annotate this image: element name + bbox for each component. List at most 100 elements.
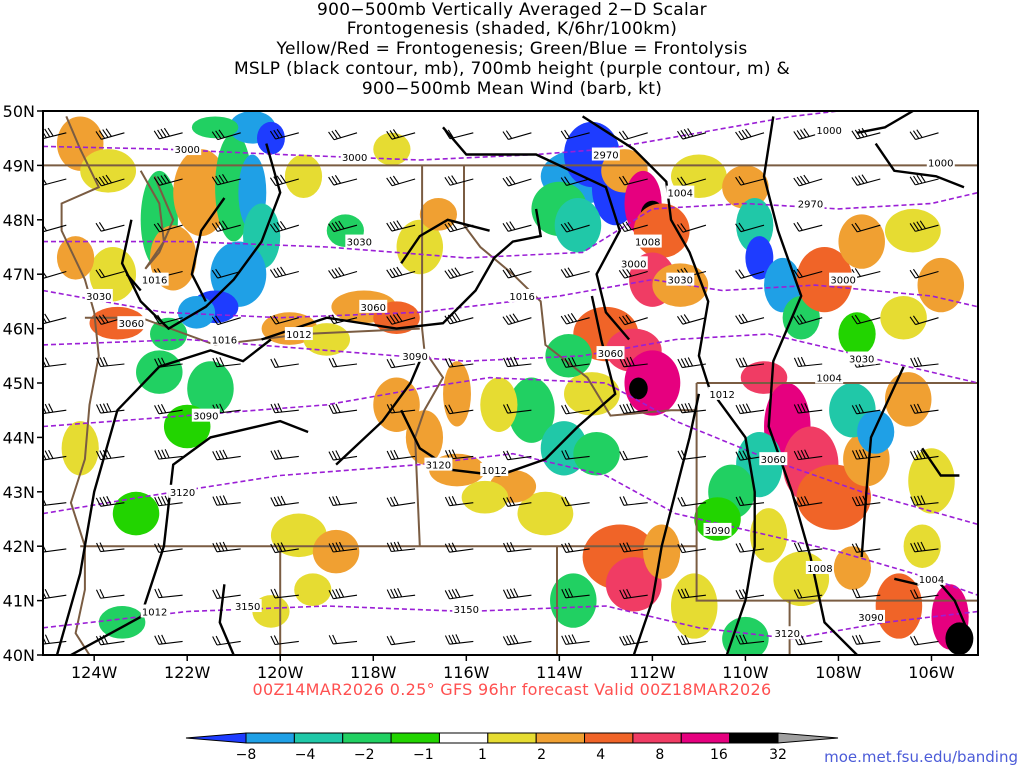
mslp-label-bg <box>284 327 313 341</box>
border-line <box>60 116 101 655</box>
height-label-bg <box>191 408 220 422</box>
wind-barb <box>677 128 707 140</box>
map-axes: 50N 49N 48N 47N 46N 45N 44N 43N 42N 41N 40N 124W 122… <box>3 102 955 682</box>
mslp-label-bg <box>926 155 955 169</box>
shading-patch <box>796 464 872 530</box>
contour-labels: 1016 1016 1012 1016 1012 1008 1004 1000 1000 1004… <box>84 123 955 640</box>
wind-barb <box>96 542 125 553</box>
wind-barb <box>910 357 939 368</box>
wind-barb <box>386 541 416 553</box>
wind-barb <box>153 174 183 186</box>
wind-barb <box>328 634 358 645</box>
frontogenesis-shading <box>56 111 974 655</box>
title-line-1: 900−500mb Vertically Averaged 2−D Scalar <box>317 0 707 20</box>
wind-barb <box>95 222 125 232</box>
height-label: 3030 <box>668 276 693 287</box>
wind-barb <box>851 495 881 507</box>
wind-barb <box>96 356 125 368</box>
mslp-label: 1016 <box>509 292 534 303</box>
mslp-contour <box>190 197 226 302</box>
colorbar-label: −4 <box>295 747 316 763</box>
wind-barb <box>95 589 125 599</box>
colorbar-high-arrow <box>777 732 839 744</box>
height-label-bg <box>796 196 825 210</box>
wind-barb <box>677 223 707 233</box>
mslp-contour <box>632 393 701 655</box>
height-label: 3030 <box>347 238 372 249</box>
wind-barb <box>619 588 648 600</box>
wind-barb <box>386 220 416 232</box>
wind-barb <box>851 222 881 233</box>
wind-barb <box>851 449 881 460</box>
wind-barb <box>851 127 881 140</box>
shading-patch <box>396 219 444 275</box>
wind-barb <box>386 266 416 279</box>
wind-barb <box>211 268 241 279</box>
title-line-2: Frontogenesis (shaded, K/6hr/100km) <box>346 19 678 39</box>
mslp-label: 1008 <box>635 238 660 249</box>
mslp-label-bg <box>666 185 695 199</box>
wind-barb <box>618 268 648 279</box>
mslp-contour <box>442 126 631 341</box>
border-line <box>463 165 697 417</box>
wind-barb <box>561 542 590 553</box>
height-label-bg <box>424 457 453 471</box>
wind-barb <box>677 176 707 187</box>
wind-barb <box>560 221 590 233</box>
wind-barb <box>212 495 241 506</box>
shading-patch <box>722 165 769 209</box>
lon-label: 122W <box>164 663 211 682</box>
wind-barb <box>851 404 881 415</box>
mslp-contour <box>581 115 715 400</box>
height-label: 3030 <box>849 355 874 366</box>
wind-barb <box>619 356 648 368</box>
wind-barb <box>95 174 125 187</box>
wind-barb <box>386 449 416 461</box>
lon-label: 108W <box>815 663 862 682</box>
wind-barb <box>269 266 299 279</box>
wind-barb <box>677 543 706 554</box>
wind-barb <box>793 589 823 599</box>
wind-barb <box>618 314 648 326</box>
wind-barb <box>561 357 590 368</box>
height-contour <box>43 333 978 384</box>
height-label: 3060 <box>761 455 786 466</box>
mslp-contour <box>218 584 235 655</box>
height-label: 3150 <box>454 605 479 616</box>
wind-barb <box>909 173 939 186</box>
lat-label: 48N <box>3 211 35 230</box>
wind-barb <box>212 541 241 553</box>
wind-barb <box>153 222 183 233</box>
shading-patch <box>629 377 648 400</box>
wind-barb <box>618 221 648 233</box>
lat-label: 44N <box>3 428 35 447</box>
mslp-contour <box>125 273 142 292</box>
wind-barb <box>95 635 125 646</box>
shading-patch <box>443 361 471 427</box>
wind-barb <box>269 221 299 233</box>
height-label: 2970 <box>593 151 618 162</box>
colorbar-label: −8 <box>236 747 257 763</box>
height-contours <box>43 111 978 640</box>
colorbar-low-arrow <box>185 732 247 744</box>
wind-barb <box>502 130 532 140</box>
mslp-label: 1012 <box>709 390 734 401</box>
wind-barb <box>618 130 648 141</box>
wind-barb <box>851 543 881 553</box>
wind-barb <box>328 220 358 233</box>
shading-patch <box>573 431 620 476</box>
mslp-contour <box>400 218 490 264</box>
height-label: 3150 <box>235 602 260 613</box>
height-label-bg <box>703 522 732 536</box>
wind-barb <box>154 588 183 599</box>
height-contour <box>43 452 978 596</box>
wind-barb <box>851 634 881 645</box>
wind-barb <box>677 314 707 325</box>
wind-barb <box>735 357 765 368</box>
wind-barb <box>154 634 183 645</box>
height-label: 3060 <box>119 319 144 330</box>
wind-barb <box>502 175 532 187</box>
wind-barb <box>852 588 881 599</box>
wind-barb <box>502 588 532 599</box>
lat-label: 45N <box>3 374 35 393</box>
